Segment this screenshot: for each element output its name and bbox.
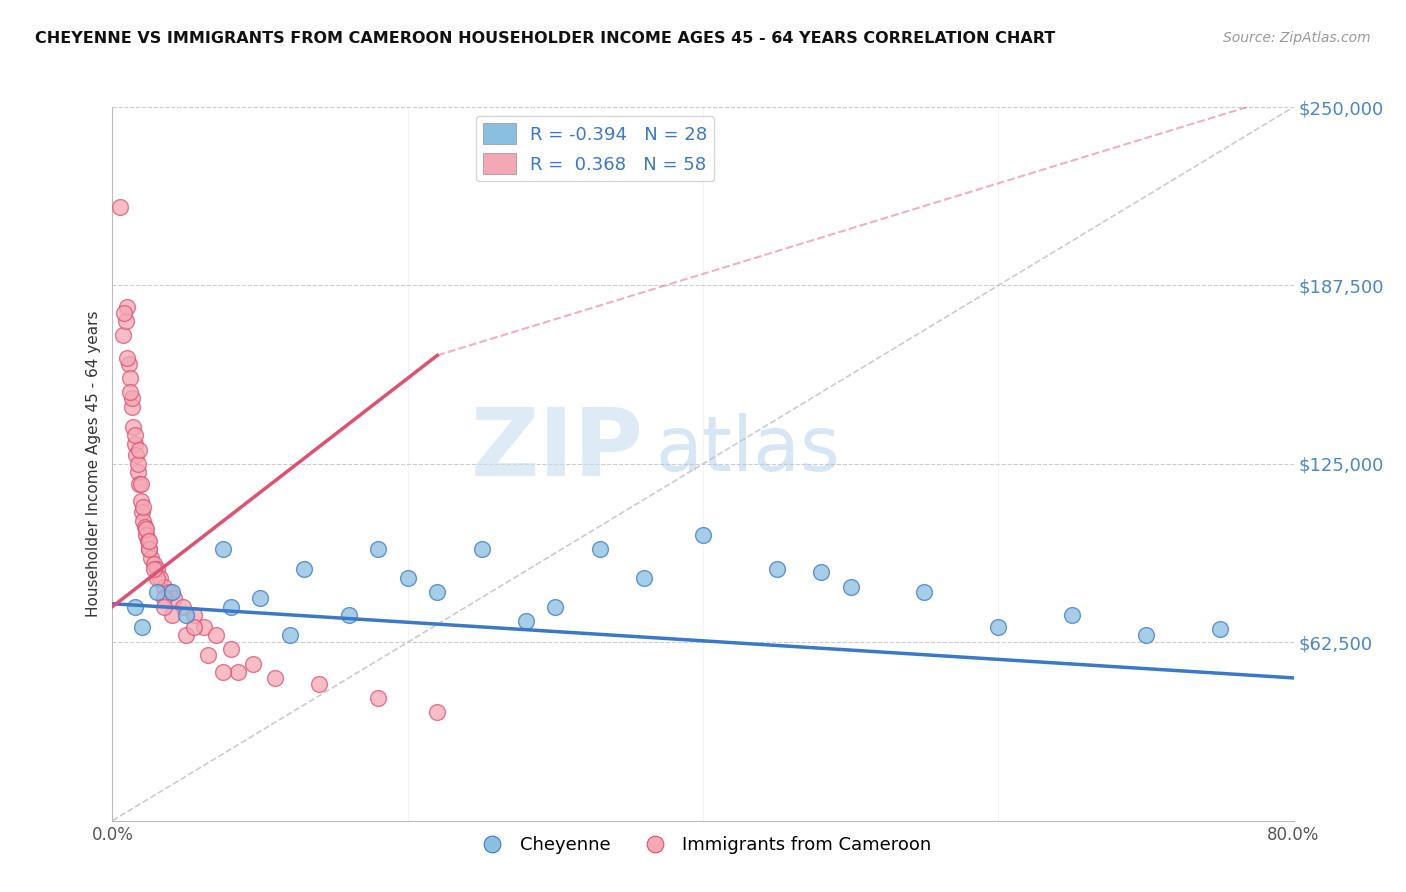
Point [112,305,135,319]
Point [142,562,165,576]
Point [249,591,271,605]
Point [212,665,235,680]
Point [120,371,142,385]
Point [125,448,148,462]
Point [1135,628,1157,642]
Point [118,357,141,371]
Point [212,542,235,557]
Point [163,591,186,605]
Legend: Cheyenne, Immigrants from Cameroon: Cheyenne, Immigrants from Cameroon [467,830,939,862]
Point [108,200,131,214]
Point [692,528,714,542]
Point [153,599,176,614]
Point [120,385,142,400]
Point [193,619,215,633]
Point [131,619,153,633]
Point [174,628,197,642]
Point [132,500,155,514]
Point [987,619,1010,633]
Point [292,562,315,576]
Point [138,533,160,548]
Point [264,671,287,685]
Point [149,571,172,585]
Point [367,690,389,705]
Point [127,466,149,480]
Point [121,400,143,414]
Point [337,608,360,623]
Point [146,585,169,599]
Point [1208,623,1232,637]
Point [139,551,162,566]
Point [132,514,155,528]
Point [121,391,143,405]
Point [242,657,264,671]
Point [124,437,146,451]
Point [129,494,152,508]
Point [515,614,537,628]
Point [117,300,138,314]
Point [160,608,183,623]
Point [367,542,389,557]
Point [588,542,610,557]
Point [131,505,153,519]
Point [839,580,862,594]
Point [810,566,832,580]
Point [205,628,228,642]
Point [124,428,146,442]
Point [226,665,249,680]
Point [914,585,936,599]
Point [135,523,157,537]
Point [633,571,655,585]
Point [138,542,160,557]
Point [157,585,180,599]
Point [135,528,157,542]
Point [197,648,219,662]
Point [396,571,419,585]
Point [172,599,194,614]
Point [146,562,169,576]
Point [122,419,145,434]
Point [146,571,169,585]
Point [153,591,176,605]
Point [426,705,449,719]
Point [766,562,789,576]
Point [174,608,197,623]
Point [114,314,136,328]
Point [183,608,205,623]
Y-axis label: Householder Income Ages 45 - 64 years: Householder Income Ages 45 - 64 years [86,310,101,617]
Point [124,599,146,614]
Point [136,533,159,548]
Point [117,351,138,366]
Point [127,457,149,471]
Point [128,442,150,457]
Text: CHEYENNE VS IMMIGRANTS FROM CAMEROON HOUSEHOLDER INCOME AGES 45 - 64 YEARS CORRE: CHEYENNE VS IMMIGRANTS FROM CAMEROON HOU… [35,31,1056,46]
Point [111,328,134,343]
Point [153,580,176,594]
Point [308,676,330,690]
Point [183,619,205,633]
Point [278,628,301,642]
Point [160,585,183,599]
Point [142,557,165,571]
Point [470,542,494,557]
Text: ZIP: ZIP [471,403,644,496]
Point [219,599,242,614]
Text: Source: ZipAtlas.com: Source: ZipAtlas.com [1223,31,1371,45]
Point [1062,608,1084,623]
Point [134,519,156,533]
Point [138,542,160,557]
Text: atlas: atlas [655,413,841,486]
Point [544,599,567,614]
Point [128,476,150,491]
Point [426,585,449,599]
Point [129,476,152,491]
Point [219,642,242,657]
